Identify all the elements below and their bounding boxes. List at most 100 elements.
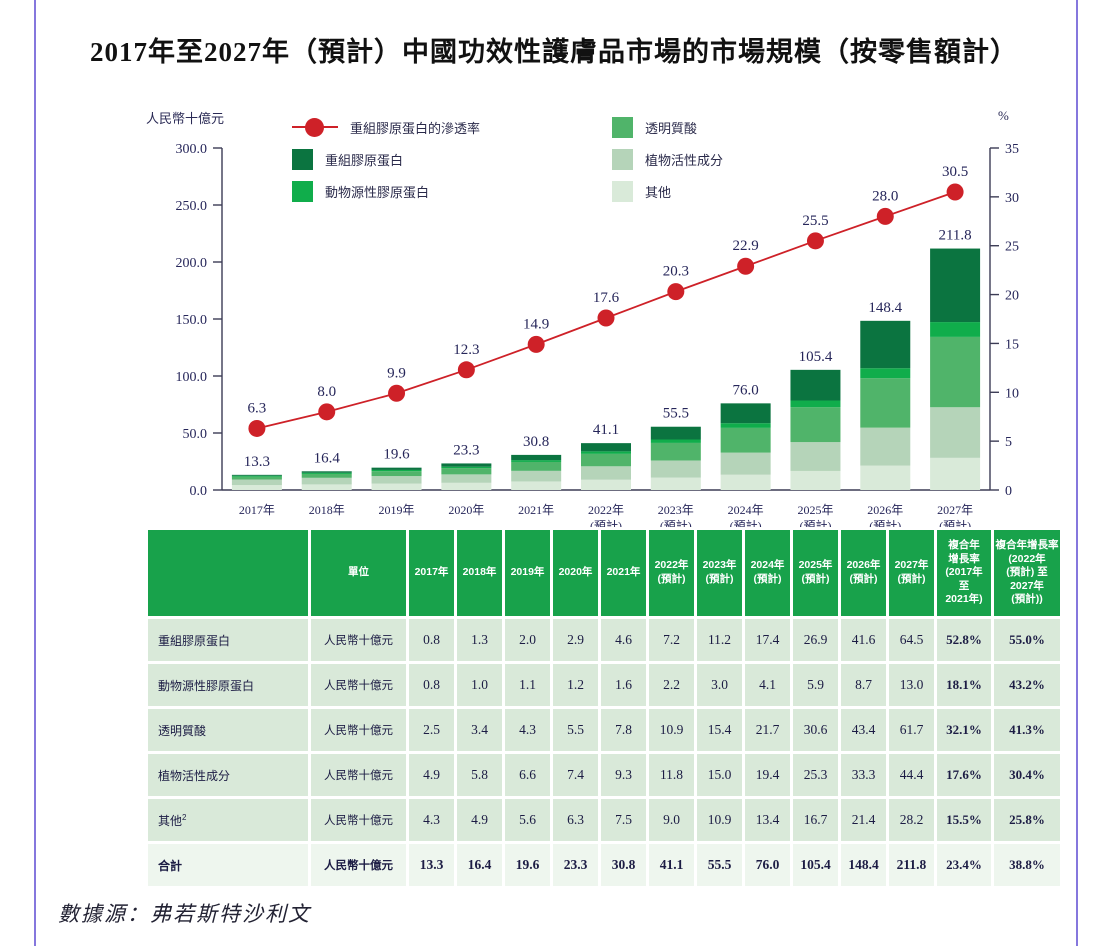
value-cell: 13.0 <box>889 664 934 706</box>
value-cell: 21.4 <box>841 799 886 841</box>
x-axis-forecast-note: (預計) <box>799 518 831 527</box>
left-axis-tick-label: 150.0 <box>176 313 208 328</box>
line-value-label: 14.9 <box>523 316 549 332</box>
bar-segment <box>930 322 981 337</box>
row-label-cell: 重組膠原蛋白 <box>148 619 308 661</box>
x-axis-category-label: 2019年 <box>379 503 415 517</box>
value-cell: 4.9 <box>457 799 502 841</box>
footnote-marker: 2 <box>182 812 187 822</box>
cagr-cell: 25.8% <box>994 799 1060 841</box>
line-value-label: 17.6 <box>593 290 620 306</box>
x-axis-category-label: 2026年 <box>867 503 903 517</box>
bar-segment <box>650 426 701 440</box>
table-header-cell: 複合年 增長率 (2017年 至 2021年) <box>937 530 991 616</box>
line-marker-dot <box>667 283 685 301</box>
value-cell: 64.5 <box>889 619 934 661</box>
line-value-label: 6.3 <box>248 400 267 416</box>
value-cell: 41.1 <box>649 844 694 886</box>
cagr-cell: 38.8% <box>994 844 1060 886</box>
value-cell: 26.9 <box>793 619 838 661</box>
bar-segment <box>860 465 911 490</box>
right-border-line <box>1076 0 1078 946</box>
table-header-cell: 2019年 <box>505 530 550 616</box>
value-cell: 55.5 <box>697 844 742 886</box>
bar-segment <box>441 463 492 467</box>
x-axis-forecast-note: (預計) <box>660 518 692 527</box>
cagr-cell: 52.8% <box>937 619 991 661</box>
stacked-bar <box>441 463 492 490</box>
table-header-cell: 2023年 (預計) <box>697 530 742 616</box>
legend-swatch-icon <box>612 148 633 170</box>
value-cell: 19.6 <box>505 844 550 886</box>
value-cell: 15.4 <box>697 709 742 751</box>
bar-segment <box>441 468 492 475</box>
value-cell: 1.0 <box>457 664 502 706</box>
bar-segment <box>790 369 841 401</box>
bar-total-label: 23.3 <box>453 442 479 458</box>
left-axis-tick-label: 100.0 <box>176 370 208 385</box>
value-cell: 16.4 <box>457 844 502 886</box>
right-axis-tick-label: 15 <box>1005 337 1019 352</box>
value-cell: 4.3 <box>409 799 454 841</box>
bar-segment <box>231 485 282 490</box>
value-cell: 13.3 <box>409 844 454 886</box>
bar-total-label: 16.4 <box>314 450 341 466</box>
unit-cell: 人民幣十億元 <box>311 619 406 661</box>
left-axis-tick-label: 50.0 <box>183 427 208 442</box>
value-cell: 10.9 <box>697 799 742 841</box>
value-cell: 11.8 <box>649 754 694 796</box>
value-cell: 33.3 <box>841 754 886 796</box>
line-marker-dot <box>248 419 266 437</box>
value-cell: 30.8 <box>601 844 646 886</box>
legend-item: 重組膠原蛋白 <box>292 148 480 170</box>
value-cell: 211.8 <box>889 844 934 886</box>
value-cell: 8.7 <box>841 664 886 706</box>
right-axis-tick-label: 35 <box>1005 142 1019 157</box>
value-cell: 9.0 <box>649 799 694 841</box>
bar-segment <box>720 423 771 428</box>
bar-segment <box>371 471 422 477</box>
bar-segment <box>581 479 631 490</box>
value-cell: 7.8 <box>601 709 646 751</box>
line-value-label: 22.9 <box>733 238 759 254</box>
bar-total-label: 105.4 <box>799 349 833 365</box>
unit-cell: 人民幣十億元 <box>311 844 406 886</box>
legend-label: 重組膠原蛋白 <box>325 152 404 168</box>
row-label-cell: 其他2 <box>148 799 308 841</box>
line-value-label: 20.3 <box>663 264 689 280</box>
value-cell: 1.3 <box>457 619 502 661</box>
data-source: 數據源：弗若斯特沙利文 <box>58 902 311 926</box>
x-axis-category-label: 2023年 <box>658 503 694 517</box>
legend-item: 重組膠原蛋白的滲透率 <box>292 116 480 138</box>
x-axis-forecast-note: (預計) <box>939 518 971 527</box>
value-cell: 4.6 <box>601 619 646 661</box>
line-value-label: 8.0 <box>317 384 336 400</box>
legend-label: 透明質酸 <box>645 120 698 136</box>
table-row: 植物活性成分 人民幣十億元 4.9 5.8 6.6 7.4 9.3 11.8 15.0 19.4 2… <box>148 754 1060 796</box>
left-axis-tick-label: 250.0 <box>176 199 208 214</box>
bar-segment <box>720 427 771 453</box>
bar-segment <box>511 460 562 462</box>
bar-segment <box>650 460 701 478</box>
legend-item: 透明質酸 <box>612 116 723 138</box>
bar-segment <box>371 469 422 472</box>
line-marker-dot <box>318 403 336 421</box>
table-header-cell: 2027年 (預計) <box>889 530 934 616</box>
value-cell: 7.2 <box>649 619 694 661</box>
value-cell: 21.7 <box>745 709 790 751</box>
value-cell: 44.4 <box>889 754 934 796</box>
cagr-cell: 15.5% <box>937 799 991 841</box>
value-cell: 2.2 <box>649 664 694 706</box>
bar-segment <box>371 476 422 484</box>
table-row: 透明質酸 人民幣十億元 2.5 3.4 4.3 5.5 7.8 10.9 15.4 21.7 30.… <box>148 709 1060 751</box>
left-axis-tick-label: 200.0 <box>176 256 208 271</box>
value-cell: 0.8 <box>409 619 454 661</box>
stacked-bar <box>231 474 282 490</box>
chart-legend-right-column: 透明質酸 植物活性成分 其他 <box>612 116 723 202</box>
bar-segment <box>930 248 981 323</box>
value-cell: 7.4 <box>553 754 598 796</box>
line-marker-dot <box>527 335 545 353</box>
bar-segment <box>511 470 562 482</box>
cagr-cell: 18.1% <box>937 664 991 706</box>
